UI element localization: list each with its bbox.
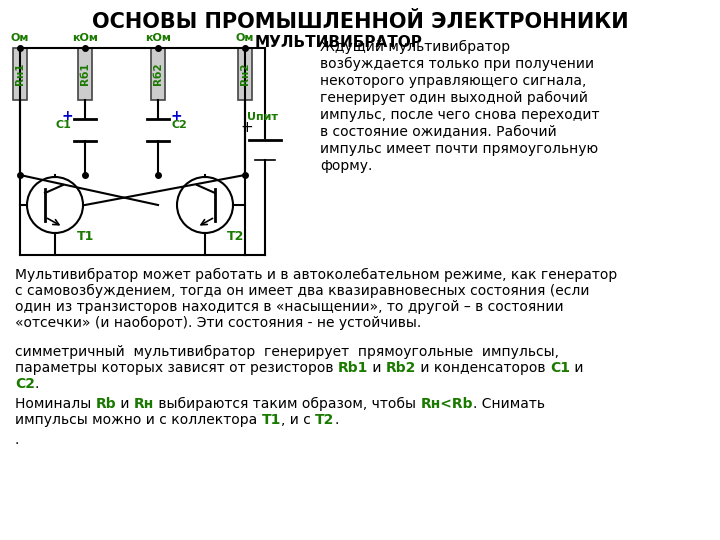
Text: Rн1: Rн1 — [15, 63, 25, 85]
Text: Rн2: Rн2 — [240, 63, 250, 85]
Text: .: . — [335, 413, 339, 427]
Bar — [238, 48, 252, 100]
Text: Uпит: Uпит — [247, 111, 278, 122]
Text: с самовозбуждением, тогда он имеет два квазиравновесных состояния (если: с самовозбуждением, тогда он имеет два к… — [15, 284, 590, 298]
Text: Rб2: Rб2 — [153, 63, 163, 85]
Text: в состояние ожидания. Рабочий: в состояние ожидания. Рабочий — [320, 125, 557, 139]
Text: Мультивибратор может работать и в автоколебательном режиме, как генератор: Мультивибратор может работать и в автоко… — [15, 268, 617, 282]
Text: C2: C2 — [15, 377, 35, 391]
Text: и: и — [116, 397, 134, 411]
Text: , и с: , и с — [281, 413, 315, 427]
Text: Ом: Ом — [235, 33, 254, 43]
Text: импульс, после чего снова переходит: импульс, после чего снова переходит — [320, 108, 600, 122]
Text: Rн: Rн — [134, 397, 154, 411]
Text: ОСНОВЫ ПРОМЫШЛЕННОЙ ЭЛЕКТРОННИКИ: ОСНОВЫ ПРОМЫШЛЕННОЙ ЭЛЕКТРОННИКИ — [91, 12, 629, 32]
Bar — [78, 48, 92, 100]
Text: +: + — [240, 120, 253, 136]
Text: выбираются таким образом, чтобы: выбираются таким образом, чтобы — [154, 397, 420, 411]
Text: . Снимать: . Снимать — [473, 397, 545, 411]
Text: форму.: форму. — [320, 159, 372, 173]
Text: и: и — [368, 361, 386, 375]
Text: Номиналы: Номиналы — [15, 397, 96, 411]
Text: .: . — [15, 433, 19, 447]
Text: T2: T2 — [227, 230, 244, 243]
Bar — [13, 48, 27, 100]
Text: Rн<Rb: Rн<Rb — [420, 397, 473, 411]
Text: C1: C1 — [55, 120, 71, 130]
Text: +: + — [61, 109, 73, 123]
Text: и конденсаторов: и конденсаторов — [416, 361, 550, 375]
Text: импульс имеет почти прямоугольную: импульс имеет почти прямоугольную — [320, 142, 598, 156]
Text: МУЛЬТИВИБРАТОР: МУЛЬТИВИБРАТОР — [255, 35, 423, 50]
Text: T1: T1 — [261, 413, 281, 427]
Text: .: . — [35, 377, 40, 391]
Text: кОм: кОм — [72, 33, 98, 43]
Text: Rb: Rb — [96, 397, 116, 411]
Text: C1: C1 — [550, 361, 570, 375]
Text: Rb1: Rb1 — [338, 361, 368, 375]
Text: кОм: кОм — [145, 33, 171, 43]
Text: возбуждается только при получении: возбуждается только при получении — [320, 57, 594, 71]
Text: Rb2: Rb2 — [386, 361, 416, 375]
Bar — [151, 48, 165, 100]
Text: один из транзисторов находится в «насыщении», то другой – в состоянии: один из транзисторов находится в «насыще… — [15, 300, 564, 314]
Text: импульсы можно и с коллектора: импульсы можно и с коллектора — [15, 413, 261, 427]
Text: симметричный  мультивибратор  генерирует  прямоугольные  импульсы,: симметричный мультивибратор генерирует п… — [15, 345, 559, 359]
Text: «отсечки» (и наоборот). Эти состояния - не устойчивы.: «отсечки» (и наоборот). Эти состояния - … — [15, 316, 421, 330]
Text: и: и — [570, 361, 584, 375]
Text: генерирует один выходной рабочий: генерирует один выходной рабочий — [320, 91, 588, 105]
Text: Ом: Ом — [11, 33, 30, 43]
Text: +: + — [170, 109, 181, 123]
Text: T1: T1 — [77, 230, 94, 243]
Text: C2: C2 — [172, 120, 188, 130]
Text: T2: T2 — [315, 413, 335, 427]
Text: Rб1: Rб1 — [80, 63, 90, 85]
Text: Ждущий мультивибратор: Ждущий мультивибратор — [320, 40, 510, 54]
Text: параметры которых зависят от резисторов: параметры которых зависят от резисторов — [15, 361, 338, 375]
Text: некоторого управляющего сигнала,: некоторого управляющего сигнала, — [320, 74, 586, 88]
